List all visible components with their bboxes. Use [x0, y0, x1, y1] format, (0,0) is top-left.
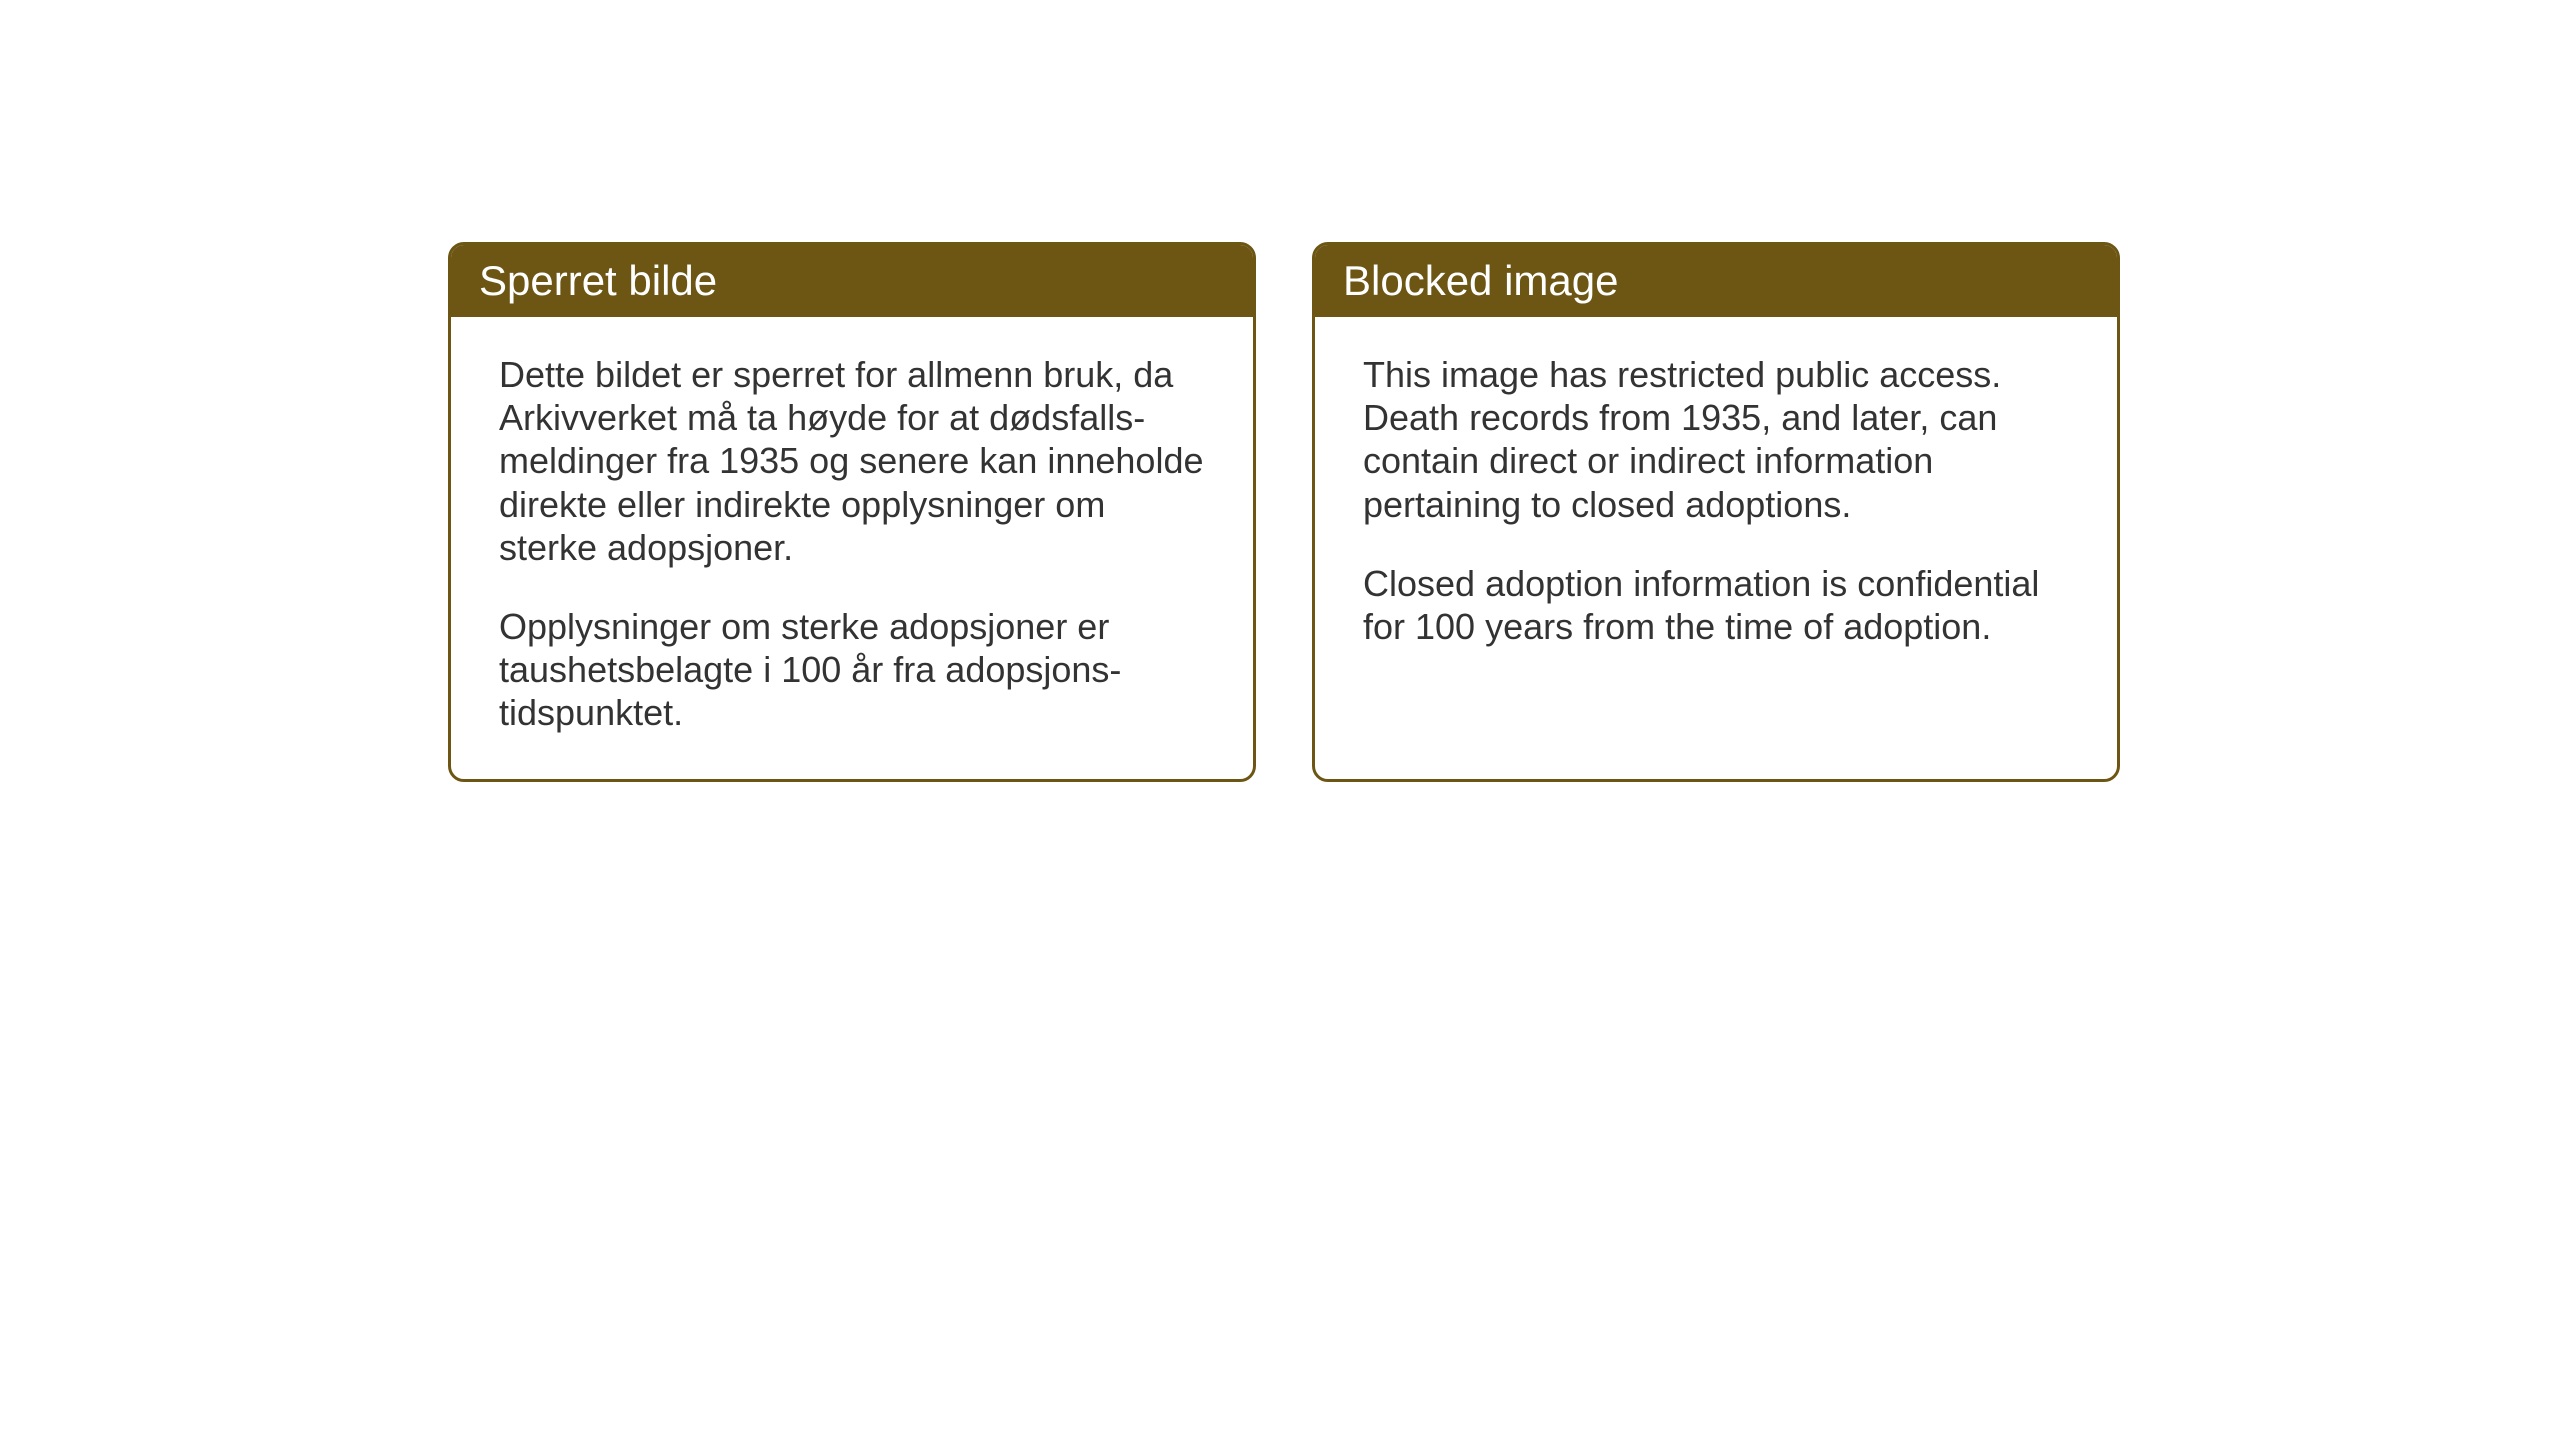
norwegian-paragraph-2: Opplysninger om sterke adopsjoner er tau… — [499, 605, 1205, 735]
norwegian-card-header: Sperret bilde — [451, 245, 1253, 317]
english-card-body: This image has restricted public access.… — [1315, 317, 2117, 692]
english-paragraph-2: Closed adoption information is confident… — [1363, 562, 2069, 648]
cards-container: Sperret bilde Dette bildet er sperret fo… — [448, 242, 2120, 782]
norwegian-card-body: Dette bildet er sperret for allmenn bruk… — [451, 317, 1253, 779]
norwegian-paragraph-1: Dette bildet er sperret for allmenn bruk… — [499, 353, 1205, 569]
english-card-header: Blocked image — [1315, 245, 2117, 317]
norwegian-card-title: Sperret bilde — [479, 257, 717, 304]
english-card-title: Blocked image — [1343, 257, 1618, 304]
english-card: Blocked image This image has restricted … — [1312, 242, 2120, 782]
english-paragraph-1: This image has restricted public access.… — [1363, 353, 2069, 526]
norwegian-card: Sperret bilde Dette bildet er sperret fo… — [448, 242, 1256, 782]
